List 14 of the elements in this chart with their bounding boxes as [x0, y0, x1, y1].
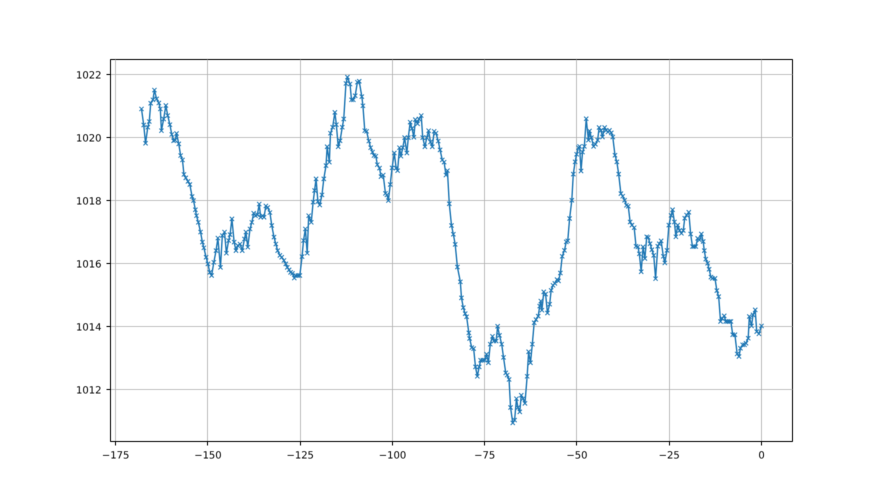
x-tick-label: −150 — [194, 450, 222, 462]
y-tick-label: 1022 — [76, 70, 102, 82]
y-tick-label: 1012 — [76, 386, 102, 397]
x-tick-label: −50 — [566, 450, 588, 462]
x-tick-label: 0 — [758, 450, 765, 462]
x-tick-label: −125 — [286, 450, 314, 462]
y-tick-label: 1016 — [76, 260, 102, 271]
x-tick-label: −175 — [102, 450, 130, 462]
y-tick-label: 1020 — [76, 134, 102, 145]
y-tick-label: 1018 — [76, 196, 102, 208]
x-tick-label: −100 — [378, 450, 406, 462]
x-tick-label: −25 — [658, 450, 680, 462]
x-tick-label: −75 — [474, 450, 496, 462]
y-tick-label: 1014 — [76, 322, 102, 334]
